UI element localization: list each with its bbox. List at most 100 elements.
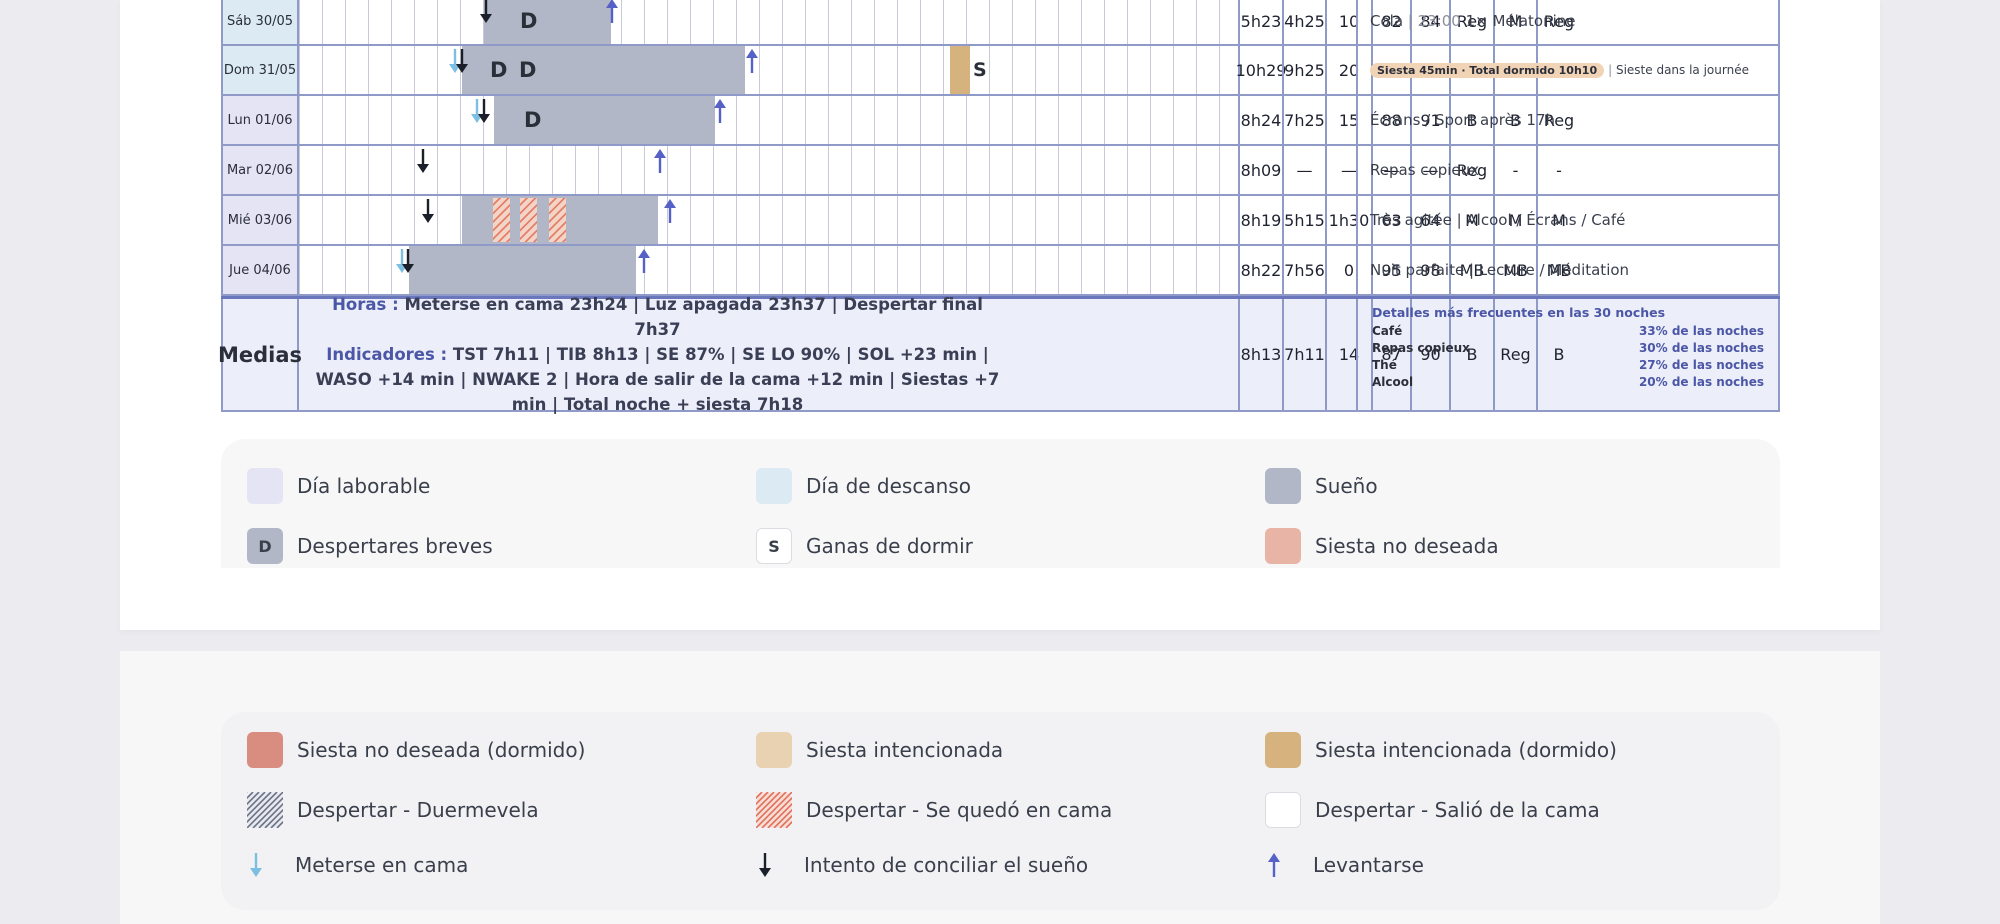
legend-item: Despertar - Se quedó en cama [756,792,1112,828]
grid-line [966,146,967,194]
grid-line [322,0,323,44]
grid-line [1127,246,1128,294]
grid-line [1104,246,1105,294]
grid-line [782,46,783,94]
grid-line [1127,96,1128,144]
detail-row: Thé 27% de las noches [1372,357,1764,374]
grid-line [920,0,921,44]
grid-line [1035,46,1036,94]
sleepiness-mark: S [973,59,987,81]
grid-line [345,246,346,294]
separator: | [1608,63,1616,77]
grid-line [1035,146,1036,194]
grid-line [391,0,392,44]
grid-line [782,146,783,194]
sleep-block [484,0,611,44]
value-cell: MB [1493,246,1536,294]
value-cell: 64 [1410,196,1449,244]
grid-line [437,46,438,94]
notes-cell: Repas copieux [1356,146,1780,194]
day-label: Lun 01/06 [221,96,299,144]
grid-line [1104,196,1105,244]
diary-row: Mar 02/06 8h09— — — — Reg - - Repas copieux [221,146,1780,196]
grid-line [1058,96,1059,144]
grid-line [874,46,875,94]
grid-line [644,146,645,194]
grid-line [345,0,346,44]
grid-line [1035,0,1036,44]
grid-line [736,0,737,44]
value-cell: 8h19 [1238,196,1282,244]
legend-label: Meterse en cama [295,853,469,877]
grid-line [1058,46,1059,94]
grid-line [989,196,990,244]
legend-swatch [247,732,283,768]
grid-line [414,146,415,194]
grid-line [1219,246,1220,294]
grid-line [828,96,829,144]
sleep-block [462,46,745,94]
black-down-arrow-icon [758,852,788,878]
grid-line [1081,0,1082,44]
grid-line [920,96,921,144]
grid-line [943,96,944,144]
timeline-grid: D [299,96,1238,144]
grid-line [299,196,300,244]
grid-line [1173,0,1174,44]
grid-line [460,0,461,44]
legend-label: Siesta no deseada [1315,534,1499,558]
indicators-label: Indicadores : [326,345,448,364]
grid-line [437,196,438,244]
note-text: Écrans / Sport après 17h [1370,111,1555,129]
grid-line [1104,0,1105,44]
legend-swatch [247,468,283,504]
detail-percentage: 27% de las noches [1638,358,1764,372]
grid-line [736,146,737,194]
grid-line [851,146,852,194]
grid-line [345,96,346,144]
grid-line [1196,96,1197,144]
legend-item: Día de descanso [756,468,971,504]
value-cell: 8h22 [1238,246,1282,294]
grid-line [989,46,990,94]
grid-line [713,146,714,194]
grid-line [322,96,323,144]
grid-line [828,0,829,44]
value-cell: 10 [1325,0,1371,44]
grid-line [759,96,760,144]
sleep-attempt-arrow-icon [421,198,435,224]
sleep-block [409,246,636,294]
grid-line [299,246,300,294]
grid-line [1081,246,1082,294]
average-value-cell: 14 [1325,299,1371,410]
legend-panel-primary: Día laborable Día de descanso Sueño D Desper… [221,439,1780,568]
day-label: Jue 04/06 [221,246,299,294]
grid-line [322,46,323,94]
get-up-arrow-icon [745,48,759,74]
detail-percentage: 20% de las noches [1638,375,1764,389]
grid-line [989,246,990,294]
grid-line [966,96,967,144]
legend-label: Día laborable [297,474,431,498]
grid-line [529,146,530,194]
value-cell: 84 [1410,0,1449,44]
grid-line [391,196,392,244]
grid-line [414,196,415,244]
grid-line [483,146,484,194]
averages-label: Medias [218,299,302,410]
sleep-attempt-arrow-icon [401,248,415,274]
grid-line [299,96,300,144]
grid-line [299,0,300,44]
value-cell: 20 [1325,46,1371,94]
legend-item: Siesta no deseada (dormido) [247,732,585,768]
brief-awakening-mark: D [490,58,508,82]
value-cell: 8h09 [1238,146,1282,194]
grid-line [851,196,852,244]
grid-line [782,246,783,294]
value-cell: 7h56 [1282,246,1325,294]
grid-line [483,0,484,44]
grid-line [1035,196,1036,244]
grid-line [1035,246,1036,294]
value-cell: Reg [1449,0,1493,44]
value-cell: B [1449,96,1493,144]
